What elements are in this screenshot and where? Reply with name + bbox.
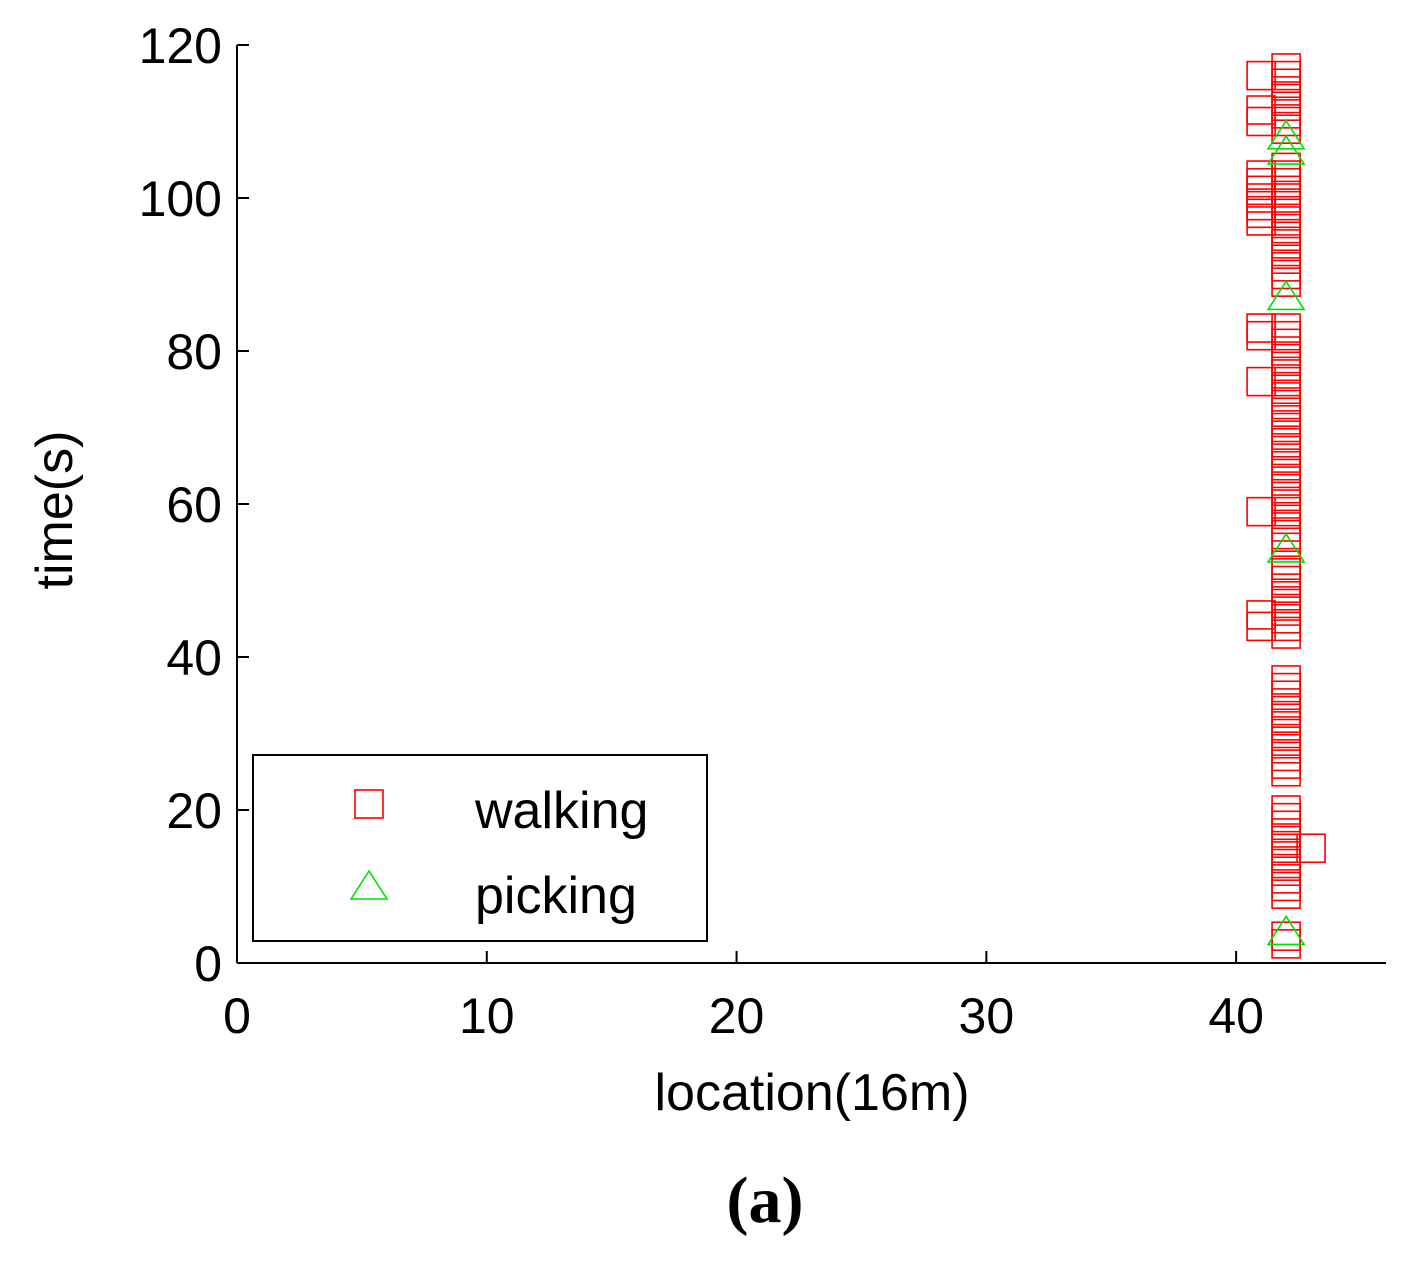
picking-point: [1266, 134, 1306, 165]
picking-point: [1266, 914, 1306, 946]
walking-point: [1296, 833, 1326, 864]
legend-walking-marker: [354, 789, 384, 819]
walking-point: [1271, 550, 1301, 581]
walking-point: [1246, 313, 1276, 343]
x-axis-label: location(16m): [654, 1064, 969, 1122]
walking-point: [1246, 496, 1276, 527]
y-axis-label: time(s): [26, 431, 84, 590]
y-tick-label: 60: [166, 477, 222, 533]
figure-caption: (a): [727, 1164, 804, 1237]
walking-point: [1246, 60, 1276, 91]
walking-point: [1246, 95, 1276, 125]
x-tick-label: 40: [1208, 988, 1264, 1044]
picking-point: [1266, 532, 1306, 563]
picking-point: [1266, 119, 1306, 150]
markers-layer: [1246, 53, 1326, 959]
walking-point: [1271, 795, 1301, 825]
walking-point: [1271, 53, 1301, 83]
legend-picking-label: picking: [475, 867, 637, 925]
y-tick-label: 80: [166, 324, 222, 380]
walking-point: [1246, 160, 1276, 190]
x-tick-label: 30: [959, 988, 1015, 1044]
y-tick-label: 100: [139, 171, 222, 227]
picking-point: [1266, 279, 1306, 311]
walking-point: [1246, 366, 1276, 397]
walking-point: [1271, 152, 1301, 183]
x-tick-label: 0: [223, 988, 251, 1044]
x-ticks: 0 10 20 30 40: [223, 951, 1264, 1044]
legend-picking-marker: [349, 869, 389, 900]
legend-box: [252, 754, 708, 942]
legend: walking picking: [252, 754, 708, 942]
y-tick-label: 20: [166, 783, 222, 839]
y-tick-label: 120: [139, 18, 222, 74]
walking-point: [1271, 313, 1301, 343]
legend-walking-label: walking: [474, 782, 648, 840]
y-tick-label: 0: [194, 936, 222, 992]
y-ticks: 0 20 40 60 80 100 120: [139, 18, 249, 992]
walking-point: [1271, 665, 1301, 695]
y-tick-label: 40: [166, 630, 222, 686]
x-tick-label: 10: [459, 988, 515, 1044]
walking-point: [1271, 921, 1301, 952]
x-tick-label: 20: [709, 988, 765, 1044]
walking-point: [1246, 600, 1276, 630]
